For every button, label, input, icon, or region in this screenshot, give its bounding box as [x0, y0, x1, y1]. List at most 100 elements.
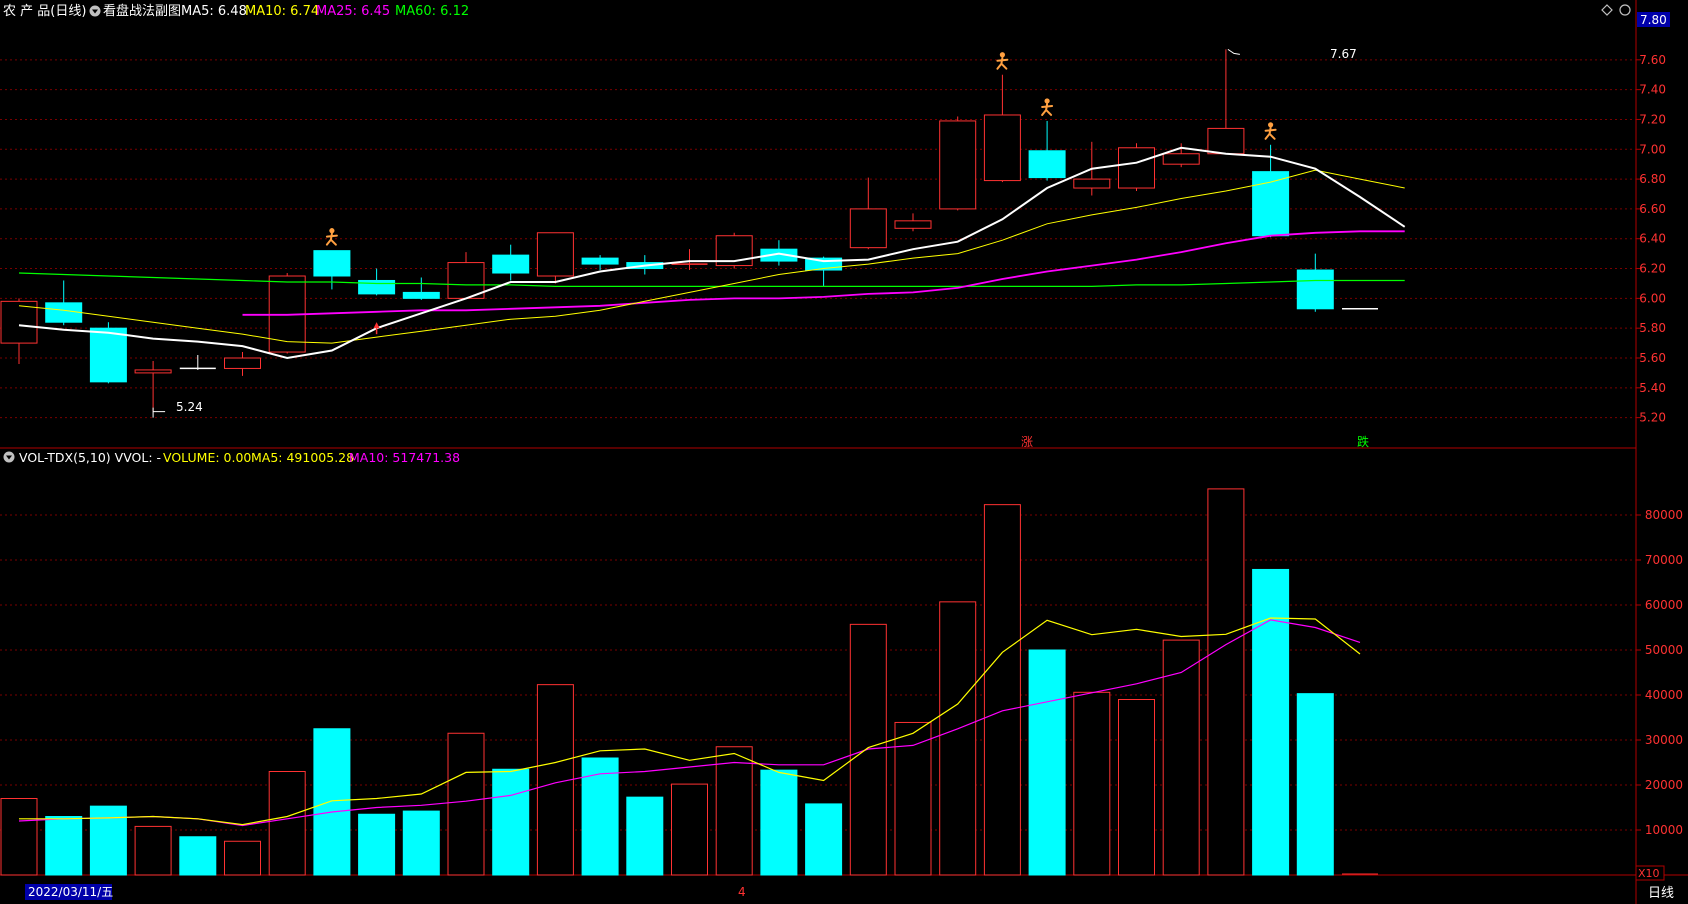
candle-body — [1252, 171, 1290, 237]
volume-y-axis: 10000 20000 30000 40000 50000 60000 70000 80000 — [1636, 508, 1683, 837]
volume-bar — [983, 504, 1021, 876]
volume-bar — [358, 813, 396, 876]
period-label[interactable]: 日线 — [1648, 886, 1674, 901]
price-tick-label: 7.40 — [1639, 83, 1666, 97]
candle — [1252, 144, 1290, 238]
volume-bar — [313, 728, 351, 876]
candle — [1118, 143, 1155, 192]
ma5-line — [18, 146, 1406, 360]
volume-indicator-label: VOL-TDX(5,10) VVOL: - — [19, 450, 161, 465]
volume-bar — [402, 810, 440, 876]
volume-bar — [492, 768, 530, 876]
volume-tick-label: 30000 — [1645, 733, 1683, 747]
candles[interactable] — [0, 49, 1378, 412]
volume-bar — [939, 601, 977, 876]
candle-body — [89, 327, 127, 383]
signal-person-body — [1041, 102, 1054, 116]
signal-person-icon — [325, 228, 338, 246]
chart-title: 农 产 品(日线) — [3, 4, 86, 19]
candle — [224, 352, 261, 376]
volume-bar — [1252, 568, 1290, 876]
candle — [447, 252, 485, 299]
volume-ma10-line — [18, 619, 1361, 827]
volume-ma-lines — [18, 617, 1361, 827]
diamond-icon[interactable] — [1601, 4, 1613, 16]
signal-person-icon — [1264, 122, 1277, 140]
volume-tick-label: 80000 — [1645, 508, 1683, 522]
candle-body — [983, 114, 1021, 182]
volume-tick-label: 20000 — [1645, 778, 1683, 792]
signal-icons — [152, 48, 1277, 418]
indicator-dropdown-icon[interactable] — [89, 5, 101, 17]
candle — [313, 250, 351, 290]
candle — [0, 298, 38, 364]
volume-tick-label: 60000 — [1645, 598, 1683, 612]
candle-body — [313, 250, 351, 277]
volume-bar — [1118, 699, 1155, 876]
low-leader-line — [152, 407, 166, 418]
ma5-legend: MA5: 6.48 — [181, 4, 247, 19]
volume-ma10-legend: MA10: 517471.38 — [349, 450, 460, 465]
candle-body — [894, 220, 932, 229]
candle — [179, 355, 216, 370]
candle-body — [1073, 178, 1111, 189]
candle-body — [45, 302, 83, 323]
indicator-name: 看盘战法副图 — [103, 3, 181, 19]
ma60-line — [18, 272, 1405, 287]
ma10-legend: MA10: 6.74 — [245, 4, 319, 19]
candle — [715, 232, 753, 269]
volume-dropdown-icon[interactable] — [3, 451, 15, 463]
candle-body — [760, 248, 798, 262]
volume-bars[interactable] — [0, 488, 1378, 876]
volume-bar — [805, 803, 843, 876]
signal-person-body — [325, 232, 338, 246]
candle — [1296, 253, 1334, 312]
volume-bar — [224, 840, 261, 876]
volume-ma5-line — [19, 617, 1361, 826]
price-tick-label: 6.20 — [1639, 262, 1666, 276]
candle — [358, 268, 396, 296]
month-marker: 4 — [738, 885, 746, 899]
volume-bar — [1296, 693, 1334, 876]
volume-tick-label: 40000 — [1645, 688, 1683, 702]
candle-body — [0, 300, 38, 344]
price-tick-label: 7.60 — [1639, 53, 1666, 67]
ma25-legend: MA25: 6.45 — [316, 4, 390, 19]
candle-body — [492, 254, 530, 274]
price-tick-label: 5.40 — [1639, 381, 1666, 395]
ma60-legend: MA60: 6.12 — [395, 4, 469, 19]
moving-average-lines — [18, 146, 1406, 360]
volume-gridlines — [0, 514, 1636, 831]
high-price-label: 7.67 — [1330, 47, 1357, 61]
circle-icon[interactable] — [1619, 4, 1631, 16]
candle — [581, 255, 619, 271]
candle — [492, 244, 530, 281]
signal-person-icon — [1041, 98, 1054, 116]
candle-body — [402, 291, 440, 299]
candle-body — [1296, 269, 1334, 310]
ma25-line — [242, 230, 1405, 316]
volume-bar — [715, 746, 753, 876]
volume-bar — [45, 816, 83, 876]
candle — [1028, 120, 1066, 181]
volume-bar — [268, 771, 306, 876]
price-tick-label: 5.20 — [1639, 411, 1666, 425]
current-price-badge — [1637, 12, 1670, 27]
current-price-label: 7.80 — [1640, 13, 1667, 27]
candle-body — [1162, 153, 1200, 165]
buy-arrow-icon — [373, 322, 380, 329]
volume-bar — [179, 836, 217, 876]
candle-body — [581, 257, 619, 265]
candle-body — [849, 208, 887, 249]
low-price-label: 5.24 — [176, 400, 203, 414]
candle — [536, 232, 574, 284]
price-tick-label: 6.00 — [1639, 291, 1666, 305]
volume-tick-label: 50000 — [1645, 643, 1683, 657]
signal-person-body — [996, 56, 1009, 70]
signal-person-head — [1268, 122, 1274, 128]
candle-body — [1028, 150, 1066, 179]
candle — [894, 213, 932, 232]
price-tick-label: 7.20 — [1639, 112, 1666, 126]
high-leader-line — [1227, 48, 1240, 55]
